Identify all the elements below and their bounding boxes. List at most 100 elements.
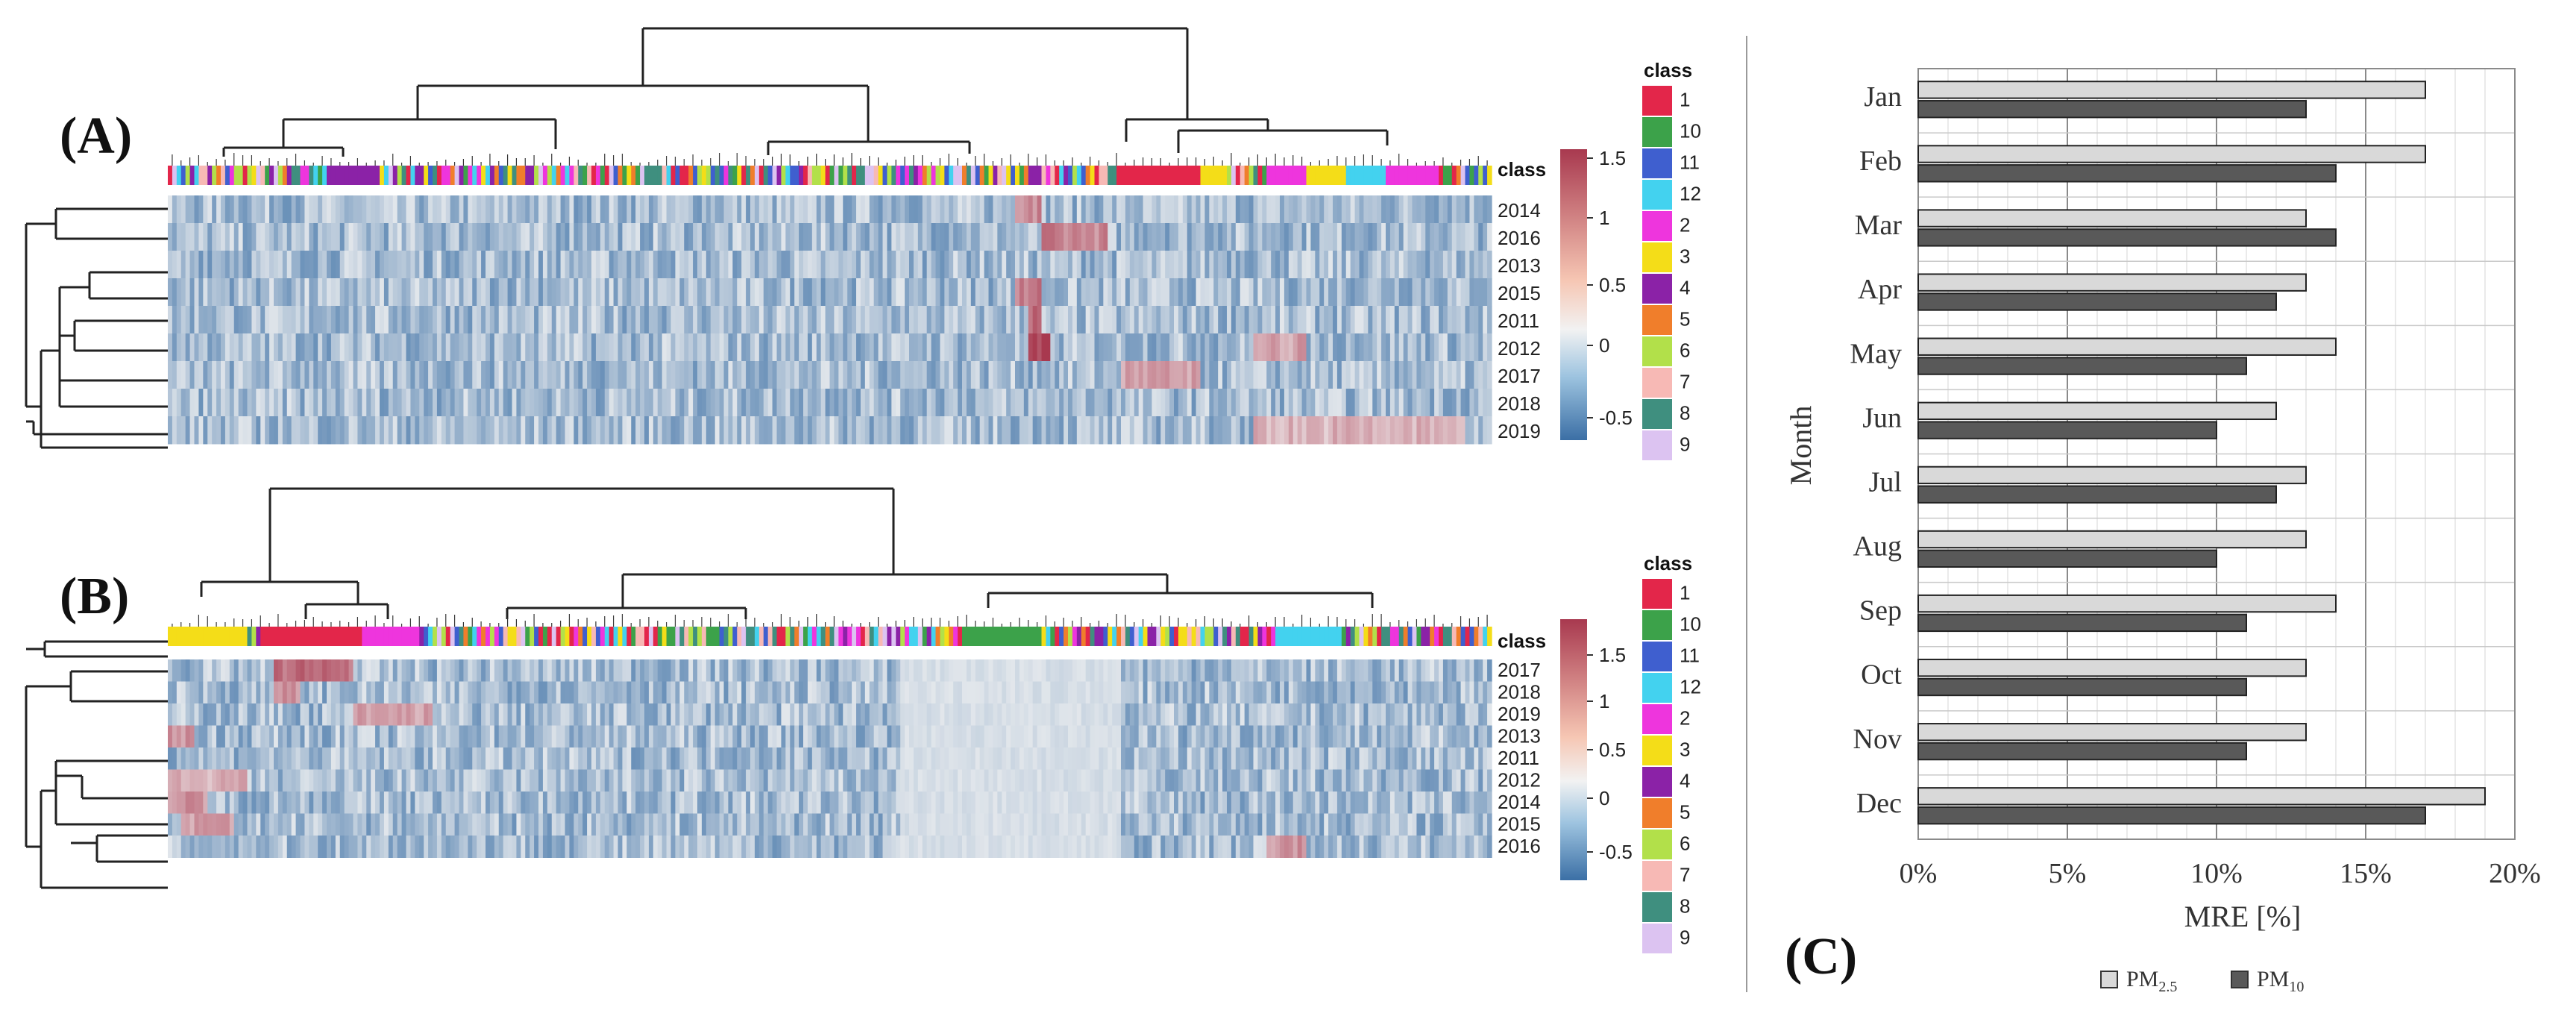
heatmap-cell [758, 278, 764, 307]
annotation-cell [1425, 166, 1430, 185]
heatmap-cell [1108, 278, 1113, 307]
annotation-cell [176, 166, 182, 185]
heatmap-cell [344, 681, 350, 704]
heatmap-cell [353, 659, 359, 682]
heatmap-cell [662, 389, 667, 417]
heatmap-cell [459, 389, 465, 417]
heatmap-cell [1271, 725, 1276, 748]
heatmap-cell [327, 659, 332, 682]
heatmap-cell [1011, 725, 1016, 748]
heatmap-cell [1006, 333, 1011, 362]
heatmap-cell [1403, 681, 1409, 704]
heatmap-cell [1213, 681, 1219, 704]
heatmap-cell [1160, 703, 1166, 726]
heatmap-cell [1465, 725, 1471, 748]
heatmap-cell [878, 195, 884, 224]
heatmap-cell [905, 333, 910, 362]
heatmap-cell [997, 389, 1002, 417]
heatmap-cell [1143, 659, 1149, 682]
heatmap-cell [737, 659, 742, 682]
heatmap-cell [856, 416, 861, 445]
heatmap-cell [415, 389, 420, 417]
annotation-cell [758, 166, 764, 185]
heatmap-cell [459, 223, 465, 251]
heatmap-cell [767, 223, 773, 251]
heatmap-cell [587, 361, 592, 389]
heatmap-cell [1280, 725, 1285, 748]
heatmap-cell [1310, 278, 1316, 307]
heatmap-cell [322, 251, 327, 279]
heatmap-cell [1182, 659, 1188, 682]
heatmap-cell [710, 725, 716, 748]
heatmap-cell [723, 223, 729, 251]
heatmap-cell [675, 223, 680, 251]
heatmap-cell [242, 223, 248, 251]
heatmap-cell [1191, 725, 1197, 748]
heatmap-cell [362, 681, 367, 704]
annotation-cell [1231, 166, 1237, 185]
heatmap-cell [327, 251, 332, 279]
annotation-cell [679, 166, 685, 185]
heatmap-cell [1275, 361, 1281, 389]
heatmap-cell [1076, 681, 1082, 704]
annotation-cell [207, 166, 213, 185]
heatmap-cell [339, 195, 345, 224]
heatmap-cell [569, 361, 574, 389]
heatmap-cell [949, 333, 954, 362]
heatmap-cell [1187, 389, 1193, 417]
heatmap-cell [1306, 251, 1312, 279]
heatmap-cell [1187, 725, 1193, 748]
heatmap-cell [684, 306, 689, 334]
annotation-cell [1421, 166, 1426, 185]
heatmap-cell [1240, 659, 1245, 682]
heatmap-cell [1280, 703, 1285, 726]
heatmap-cell [1099, 223, 1104, 251]
heatmap-cell [758, 223, 764, 251]
class-legend-label-2: 2 [1680, 214, 1690, 236]
heatmap-cell [684, 389, 689, 417]
heatmap-cell [1483, 195, 1488, 224]
annotation-cell [582, 166, 588, 185]
heatmap-cell [1209, 725, 1214, 748]
class-legend-swatch-12 [1642, 180, 1672, 210]
heatmap-cell [436, 416, 442, 445]
heatmap-cell [371, 725, 376, 748]
heatmap-cell [843, 306, 848, 334]
heatmap-cell [560, 278, 566, 307]
annotation-cell [1389, 627, 1395, 646]
heatmap-cell [776, 703, 782, 726]
annotation-cell [997, 166, 1002, 185]
heatmap-cell [1292, 681, 1298, 704]
heatmap-cell [657, 703, 663, 726]
heatmap-cell [666, 278, 672, 307]
heatmap-cell [666, 725, 672, 748]
heatmap-cell [348, 681, 354, 704]
annotation-cell [445, 166, 451, 185]
heatmap-cell [1368, 306, 1373, 334]
heatmap-cell [1129, 416, 1135, 445]
heatmap-cell [251, 747, 257, 770]
heatmap-cell [662, 306, 667, 334]
heatmap-cell [600, 416, 606, 445]
heatmap-cell [1324, 725, 1329, 748]
heatmap-cell [931, 306, 937, 334]
annotation-cell [1474, 166, 1479, 185]
heatmap-cell [794, 416, 799, 445]
heatmap-cell [697, 416, 703, 445]
annotation-cell [1055, 627, 1060, 646]
heatmap-cell [693, 703, 698, 726]
heatmap-cell [556, 747, 562, 770]
heatmap-cell [1191, 223, 1197, 251]
heatmap-cell [1023, 659, 1029, 682]
heatmap-cell [1425, 389, 1430, 417]
annotation-cell [1178, 627, 1184, 646]
heatmap-cell [212, 703, 217, 726]
heatmap-cell [383, 659, 389, 682]
heatmap-cell [366, 278, 371, 307]
heatmap-cell [1143, 278, 1149, 307]
heatmap-cell [433, 251, 438, 279]
heatmap-cell [1275, 333, 1281, 362]
heatmap-cell [477, 681, 482, 704]
heatmap-cell [1297, 681, 1303, 704]
annotation-cell [710, 627, 716, 646]
